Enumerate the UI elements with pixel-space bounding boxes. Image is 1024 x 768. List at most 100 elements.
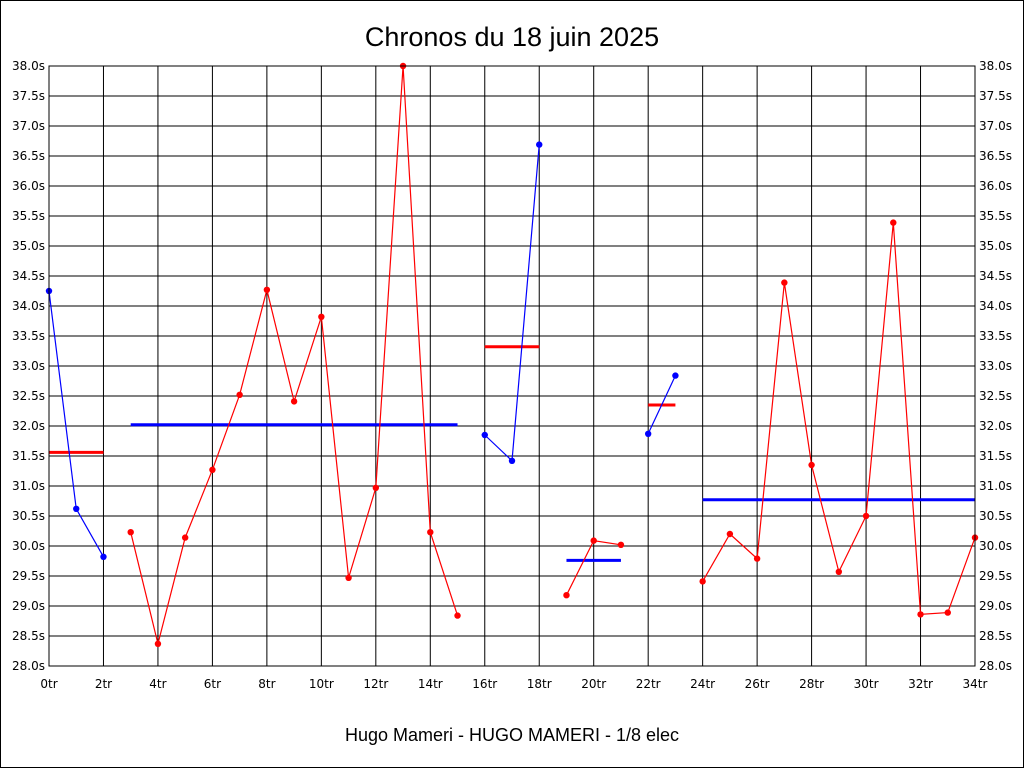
data-point <box>699 578 706 585</box>
data-point <box>481 431 488 439</box>
y-tick-label-left: 38.0s <box>12 59 45 73</box>
series-line <box>484 144 540 463</box>
y-axis-right: 28.0s 28.5s 29.0s 29.5s 30.0s 30.5s 31.0s 31.5s… <box>979 59 1012 673</box>
y-tick-label-left: 31.0s <box>12 479 45 493</box>
y-tick-label-right: 32.0s <box>979 419 1012 433</box>
y-tick-label-left: 29.0s <box>12 599 45 613</box>
y-tick-label-right: 38.0s <box>979 59 1012 73</box>
series-segment-3 <box>481 141 543 464</box>
x-tick-label: 14tr <box>418 677 443 691</box>
y-tick-label-right: 35.0s <box>979 239 1012 253</box>
x-tick-label: 12tr <box>363 677 388 691</box>
data-point <box>454 612 461 619</box>
data-point <box>154 640 162 647</box>
y-tick-label-right: 33.0s <box>979 359 1012 373</box>
y-tick-label-right: 37.0s <box>979 119 1012 133</box>
chart-subtitle: Hugo Mameri - HUGO MAMERI - 1/8 elec <box>345 725 679 745</box>
y-tick-label-left: 35.0s <box>12 239 45 253</box>
data-point <box>808 461 815 469</box>
data-point <box>372 484 380 491</box>
y-tick-label-left: 30.5s <box>12 509 45 523</box>
data-point <box>263 286 271 293</box>
y-tick-label-left: 37.0s <box>12 119 45 133</box>
data-point <box>590 537 597 544</box>
y-tick-label-right: 29.0s <box>979 599 1012 613</box>
series-segment-2 <box>127 62 461 647</box>
y-tick-label-left: 28.0s <box>12 659 45 673</box>
y-tick-label-right: 28.0s <box>979 659 1012 673</box>
series-line <box>702 222 976 616</box>
x-tick-label: 16tr <box>472 677 497 691</box>
data-point <box>753 555 761 562</box>
series-line <box>48 290 104 558</box>
y-tick-label-left: 33.0s <box>12 359 45 373</box>
x-tick-label: 6tr <box>204 677 221 691</box>
data-point <box>917 611 924 618</box>
data-point <box>835 568 843 575</box>
data-point <box>508 457 516 464</box>
x-tick-label: 20tr <box>581 677 606 691</box>
data-point <box>209 466 216 473</box>
x-tick-label: 28tr <box>799 677 824 691</box>
data-point <box>181 534 189 541</box>
x-axis: 0tr 2tr 4tr 6tr 8tr 10tr 12tr 14tr 16tr 18tr 20tr 2… <box>40 677 987 691</box>
y-tick-label-right: 33.5s <box>979 329 1012 343</box>
series-segment-5 <box>644 372 679 437</box>
series-segment-1 <box>45 287 107 560</box>
y-tick-label-right: 30.0s <box>979 539 1012 553</box>
y-tick-label-right: 36.5s <box>979 149 1012 163</box>
y-tick-label-left: 32.0s <box>12 419 45 433</box>
y-tick-label-left: 37.5s <box>12 89 45 103</box>
x-tick-label: 24tr <box>690 677 715 691</box>
y-tick-label-right: 32.5s <box>979 389 1012 403</box>
data-point <box>944 609 951 616</box>
series-line <box>647 375 676 435</box>
x-tick-label: 32tr <box>908 677 933 691</box>
x-tick-label: 34tr <box>963 677 988 691</box>
data-point <box>73 505 80 512</box>
y-tick-label-right: 31.5s <box>979 449 1012 463</box>
data-point <box>127 529 134 536</box>
y-tick-label-left: 29.5s <box>12 569 45 583</box>
data-point <box>100 553 107 560</box>
grid <box>48 65 976 667</box>
data-point <box>563 592 570 599</box>
data-point <box>781 279 788 286</box>
data-point <box>644 430 652 437</box>
data-point <box>890 219 897 226</box>
y-tick-label-left: 36.5s <box>12 149 45 163</box>
x-tick-label: 26tr <box>745 677 770 691</box>
series <box>45 62 979 647</box>
data-point <box>536 141 543 148</box>
x-tick-label: 22tr <box>636 677 661 691</box>
y-tick-label-left: 28.5s <box>12 629 45 643</box>
y-tick-label-right: 34.5s <box>979 269 1012 283</box>
chart-title: Chronos du 18 juin 2025 <box>365 22 659 52</box>
data-point <box>290 398 298 405</box>
x-tick-label: 4tr <box>149 677 166 691</box>
y-tick-label-left: 32.5s <box>12 389 45 403</box>
plot-border <box>48 65 976 667</box>
y-tick-label-right: 37.5s <box>979 89 1012 103</box>
y-tick-label-right: 34.0s <box>979 299 1012 313</box>
x-tick-label: 2tr <box>95 677 112 691</box>
y-tick-label-right: 29.5s <box>979 569 1012 583</box>
data-point <box>345 574 352 581</box>
y-tick-label-right: 35.5s <box>979 209 1012 223</box>
data-point <box>672 372 679 379</box>
y-tick-label-left: 34.0s <box>12 299 45 313</box>
series-segment-4 <box>563 537 625 599</box>
x-tick-label: 8tr <box>258 677 275 691</box>
y-tick-label-right: 36.0s <box>979 179 1012 193</box>
y-tick-label-left: 33.5s <box>12 329 45 343</box>
y-axis-left: 28.0s 28.5s 29.0s 29.5s 30.0s 30.5s 31.0s 31.5s… <box>12 59 45 673</box>
x-tick-label: 0tr <box>40 677 57 691</box>
y-tick-label-right: 28.5s <box>979 629 1012 643</box>
data-point <box>726 530 734 538</box>
series-line <box>130 65 459 644</box>
x-tick-label: 18tr <box>527 677 552 691</box>
x-tick-label: 30tr <box>854 677 879 691</box>
y-tick-label-left: 30.0s <box>12 539 45 553</box>
